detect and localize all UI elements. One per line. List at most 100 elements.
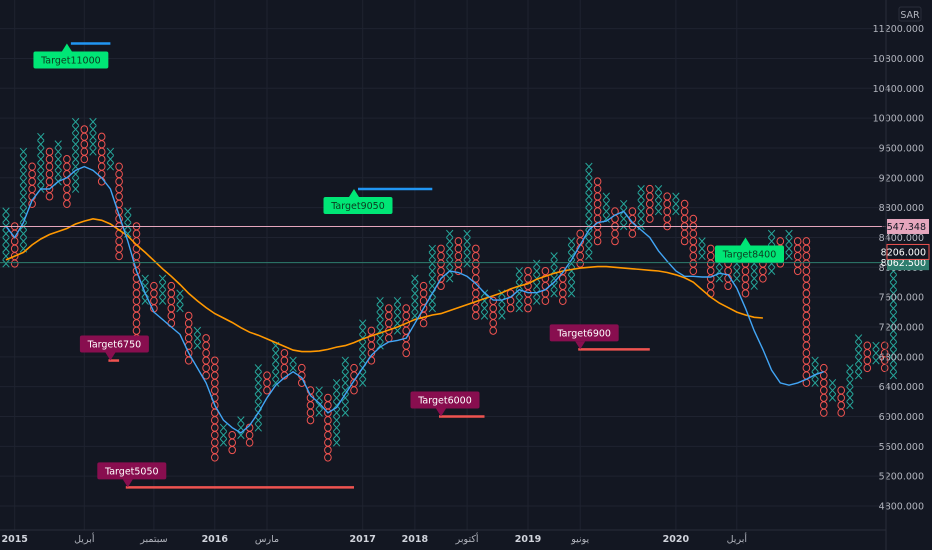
o-box — [324, 393, 332, 402]
x-tick-label: 2016 — [202, 534, 229, 545]
o-box — [802, 274, 811, 283]
x-box — [106, 147, 115, 156]
x-box — [193, 326, 202, 335]
x-box — [889, 319, 898, 328]
x-box — [672, 199, 680, 208]
x-box — [698, 237, 706, 246]
x-box — [889, 304, 898, 313]
x-tick-label: 2017 — [349, 534, 375, 545]
o-box — [646, 214, 654, 223]
x-box — [585, 170, 593, 179]
x-box — [341, 378, 349, 387]
y-tick-label: 6000.000 — [879, 412, 924, 423]
o-box — [863, 341, 872, 350]
o-box — [280, 348, 289, 358]
x-box — [785, 229, 793, 238]
o-box — [489, 304, 498, 313]
x-box — [341, 386, 349, 395]
x-box — [37, 132, 45, 141]
o-box — [306, 408, 315, 417]
o-box — [184, 334, 193, 343]
pnf-columns — [2, 117, 898, 462]
x-box — [54, 155, 62, 164]
x-box — [254, 393, 262, 402]
o-box — [880, 341, 889, 350]
x-box — [463, 229, 471, 238]
o-box — [280, 356, 289, 365]
o-box — [306, 416, 315, 425]
x-box — [733, 274, 741, 283]
x-box — [585, 244, 593, 253]
o-box — [593, 199, 602, 209]
target-box — [97, 462, 167, 480]
o-box — [820, 393, 828, 402]
o-box — [184, 319, 193, 328]
o-box — [63, 199, 71, 209]
o-box — [593, 214, 602, 223]
x-box — [620, 214, 628, 223]
x-box — [889, 364, 898, 372]
price-axis[interactable]: 4800.000 5200.000 5600.000 6000.000 6400.000… — [873, 24, 930, 513]
o-box — [524, 266, 532, 276]
x-box — [889, 311, 898, 320]
o-box — [63, 184, 71, 194]
x-box — [585, 199, 593, 208]
x-box — [89, 125, 97, 134]
o-box — [593, 237, 602, 246]
x-box — [71, 140, 80, 149]
x-box — [533, 296, 541, 305]
o-box — [802, 296, 811, 305]
o-box — [689, 244, 698, 253]
x-tick-label: 2020 — [663, 534, 690, 545]
price-line-tag — [887, 218, 929, 234]
o-box — [837, 393, 846, 402]
x-box — [515, 304, 523, 313]
o-box — [628, 207, 637, 216]
x-box — [19, 185, 28, 193]
o-box — [820, 386, 828, 395]
x-box — [315, 401, 323, 410]
o-box — [45, 162, 54, 171]
o-box — [802, 281, 811, 291]
target-box — [323, 196, 393, 214]
x-tick-label: أبريل — [74, 532, 95, 545]
x-box — [428, 259, 436, 268]
o-box — [802, 356, 811, 365]
x-box — [428, 304, 436, 313]
o-box — [802, 266, 811, 276]
o-box — [402, 348, 411, 358]
x-box — [567, 289, 576, 298]
x-box — [750, 267, 758, 275]
x-box — [411, 274, 419, 283]
x-box — [124, 207, 132, 216]
o-box — [489, 296, 498, 305]
x-box — [715, 274, 724, 283]
o-box — [263, 371, 271, 380]
target-box — [549, 324, 619, 342]
x-box — [89, 147, 97, 156]
x-box — [37, 162, 45, 171]
x-box — [567, 282, 576, 290]
o-box — [115, 252, 123, 261]
x-box — [332, 416, 341, 425]
o-box — [437, 259, 445, 268]
o-box — [689, 237, 698, 246]
x-box — [19, 199, 28, 208]
x-box — [332, 431, 341, 440]
x-box — [672, 207, 680, 216]
target-label: Target8400 — [722, 249, 777, 260]
time-axis[interactable]: 2015 أبريل سبتمبر 2016 مارس 2017 2018 أكتوبر 201… — [0, 0, 887, 550]
x-box — [219, 431, 228, 440]
o-box — [802, 304, 811, 313]
o-box — [28, 162, 36, 171]
x-box — [411, 296, 419, 305]
o-box — [646, 192, 654, 201]
o-box — [167, 311, 176, 320]
target-marker: Target11000 — [33, 42, 111, 69]
o-box — [97, 162, 106, 171]
target-marker: Target8400 — [715, 237, 784, 263]
o-box — [689, 229, 698, 238]
x-box — [515, 267, 523, 275]
x-box — [654, 207, 663, 216]
